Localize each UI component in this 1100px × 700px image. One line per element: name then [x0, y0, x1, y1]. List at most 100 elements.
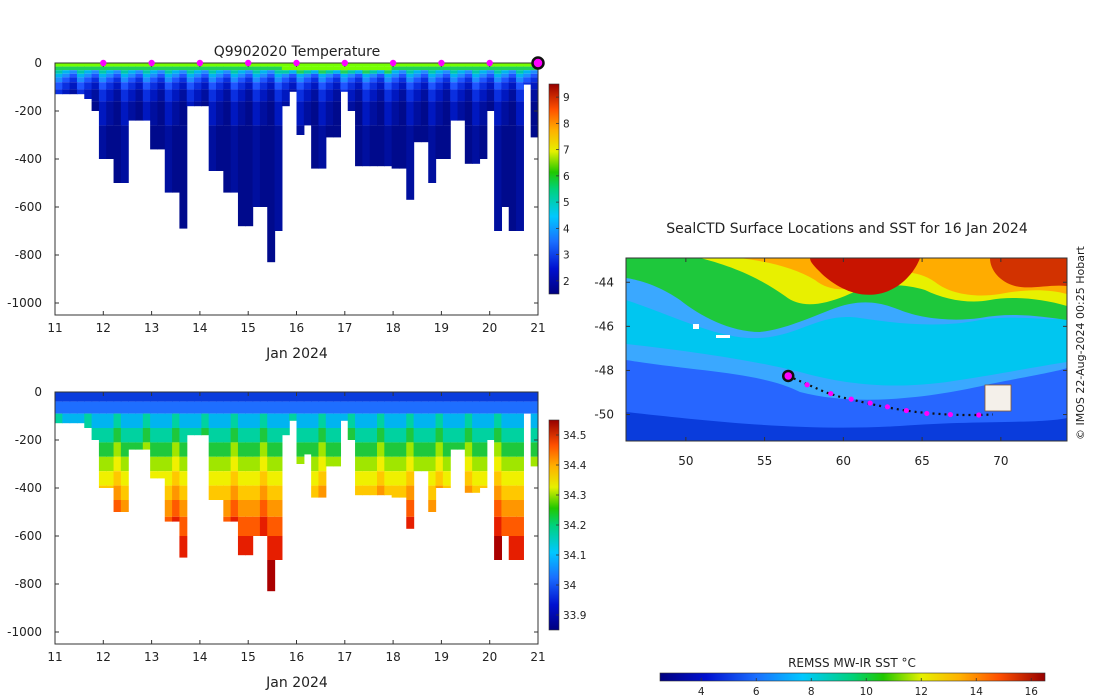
temperature-profile-cell [464, 82, 473, 90]
temperature-profile-cell [420, 82, 429, 90]
sst-colorbar-group: REMSS MW-IR SST °C 4 6 8 10 12 14 16 [659, 656, 1046, 698]
temperature-profile-cell [377, 73, 385, 78]
temperature-profile-cell [494, 73, 503, 78]
salinity-profile-cell [355, 471, 363, 486]
salinity-profile-cell [464, 471, 473, 486]
salinity-profile-cell [479, 485, 488, 488]
temperature-profile-cell [457, 70, 466, 74]
salinity-profile-cell [296, 401, 305, 414]
salinity-profile-cell [501, 516, 510, 536]
temperature-profile-cell [523, 70, 532, 74]
salinity-profile-cell [106, 392, 115, 402]
temperature-profile-cell [494, 101, 503, 126]
salinity-profile-cell [508, 500, 517, 517]
salinity-profile-cell [406, 428, 415, 443]
salinity-profile-cell [281, 401, 290, 414]
temperature-profile-cell [274, 63, 283, 67]
salinity-profile-cell [508, 456, 517, 472]
salinity-profile-cell [179, 456, 188, 472]
temperature-profile-cell [172, 63, 181, 67]
temperature-profile-cell [164, 101, 173, 126]
salinity-profile-cell [179, 428, 188, 443]
temperature-profile-cell [413, 77, 422, 83]
x-tick-label: 20 [482, 321, 497, 335]
temperature-profile-cell [501, 73, 510, 78]
salinity-profile-cell [413, 413, 422, 428]
temperature-profile-cell [237, 77, 246, 83]
temperature-profile-cell [62, 77, 71, 83]
temperature-profile-cell [69, 82, 78, 90]
temperature-profile-cell [164, 70, 173, 74]
salinity-profile-cell [508, 471, 517, 486]
temperature-profile-cell [230, 66, 239, 71]
temperature-profile-cell [69, 63, 78, 67]
temperature-profile-cell [281, 101, 290, 107]
temperature-profile-cell [267, 73, 276, 78]
temperature-profile-cell [450, 101, 459, 121]
salinity-profile-cell [267, 536, 276, 560]
temperature-profile-cell [479, 89, 488, 102]
salinity-profile-cell [194, 413, 202, 428]
salinity-profile-cell [172, 428, 181, 443]
temperature-profile-cell [311, 73, 320, 78]
salinity-profile-cell [398, 413, 407, 428]
temperature-profile-cell [172, 125, 181, 193]
salinity-profile-cell [267, 428, 276, 443]
temperature-profile-cell [186, 66, 195, 71]
sst-map-panel: SealCTD Surface Locations and SST for 16… [594, 221, 1087, 468]
temperature-profile-cell [442, 66, 451, 71]
salinity-profile-cell [113, 500, 122, 512]
temperature-profile-cell [362, 63, 371, 67]
salinity-profile-cell [479, 456, 488, 472]
salinity-profile-cell [494, 500, 503, 517]
temperature-profile-cell [142, 101, 151, 121]
salinity-profile-cell [245, 516, 254, 536]
temperature-profile-cell [216, 82, 224, 90]
sst-cloud-fleck [693, 324, 699, 329]
salinity-profile-cell [391, 428, 400, 443]
salinity-profile-cell [362, 428, 371, 443]
temperature-profile-cell [230, 125, 239, 193]
temperature-profile-cell [245, 89, 254, 102]
salinity-profile-cell [245, 456, 254, 472]
salinity-profile-cell [223, 516, 232, 522]
salinity-profile-cell [245, 401, 254, 414]
salinity-profile-cell [333, 413, 342, 428]
temperature-profile-cell [501, 66, 510, 71]
temperature-profile-cell [362, 70, 371, 74]
salinity-profile-cell [245, 442, 254, 457]
salinity-profile-cell [201, 392, 210, 402]
salinity-profile-cell [494, 485, 503, 500]
salinity-profile-cell [501, 392, 510, 402]
temperature-profile-cell [494, 66, 503, 71]
salinity-profile-cell [201, 401, 210, 414]
temperature-profile-cell [340, 82, 349, 90]
salinity-profile-cell [245, 500, 254, 517]
temperature-profile-cell [84, 63, 93, 67]
temperature-profile-cell [486, 66, 495, 71]
temperature-profile-cell [142, 77, 151, 83]
temperature-profile-cell [347, 73, 356, 78]
temperature-profile-cell [179, 125, 188, 229]
colorbar-tick-label: 14 [970, 686, 984, 698]
y-tick-label: -800 [15, 577, 42, 591]
salinity-profile-cell [267, 560, 276, 592]
temperature-profile-cell [252, 63, 261, 67]
temperature-profile-cell [128, 70, 137, 74]
temperature-profile-cell [420, 63, 429, 67]
temperature-profile-cell [530, 101, 538, 126]
salinity-profile-cell [362, 456, 371, 472]
salinity-profile-cell [384, 456, 393, 472]
salinity-profile-cell [113, 428, 122, 443]
salinity-profile-cell [135, 392, 144, 402]
salinity-profile-cell [237, 392, 246, 402]
temperature-profile-cell [377, 125, 385, 167]
x-tick-label: 18 [385, 321, 400, 335]
salinity-profile-cell [464, 392, 473, 402]
salinity-profile-cell [464, 456, 473, 472]
salinity-profile-cell [516, 428, 524, 443]
temperature-profile-cell [98, 66, 107, 71]
salinity-profile-cell [179, 442, 188, 457]
temperature-profile-cell [384, 125, 393, 167]
salinity-profile-cell [347, 401, 356, 414]
